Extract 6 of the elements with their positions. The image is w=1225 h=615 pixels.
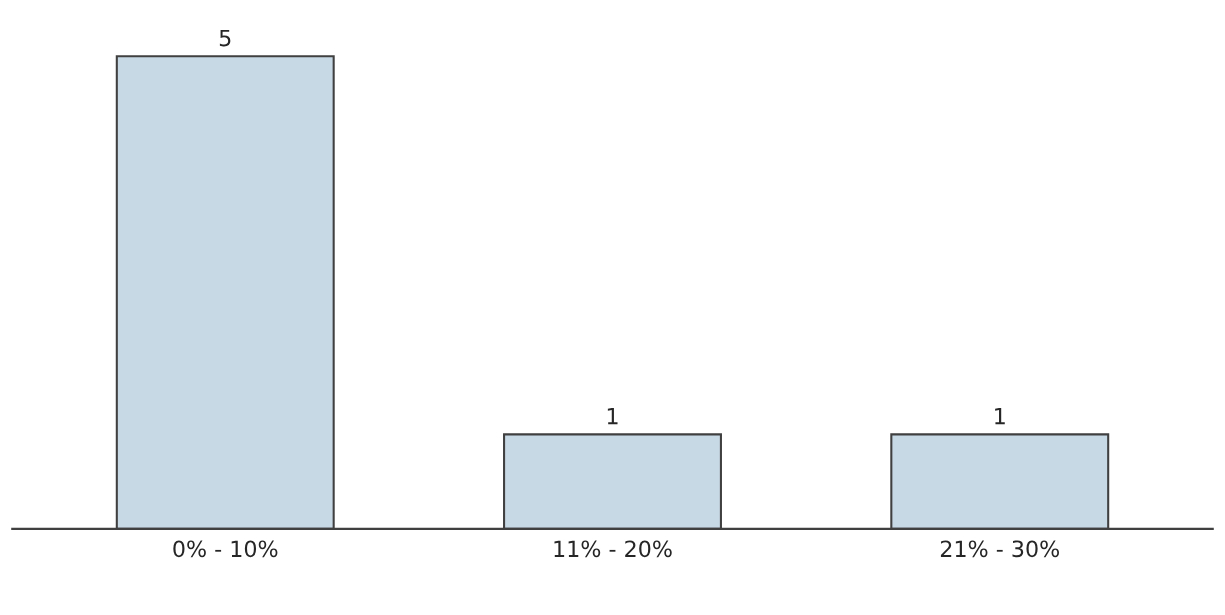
data-label: 1 xyxy=(995,407,1005,425)
data-label: 1 xyxy=(607,407,618,425)
x-tick-label: 21% - 30% xyxy=(940,540,1059,558)
data-label: 5 xyxy=(219,29,231,47)
x-tick-label: 0% - 10% xyxy=(173,540,278,558)
x-tick-label: 11% - 20% xyxy=(554,540,672,558)
